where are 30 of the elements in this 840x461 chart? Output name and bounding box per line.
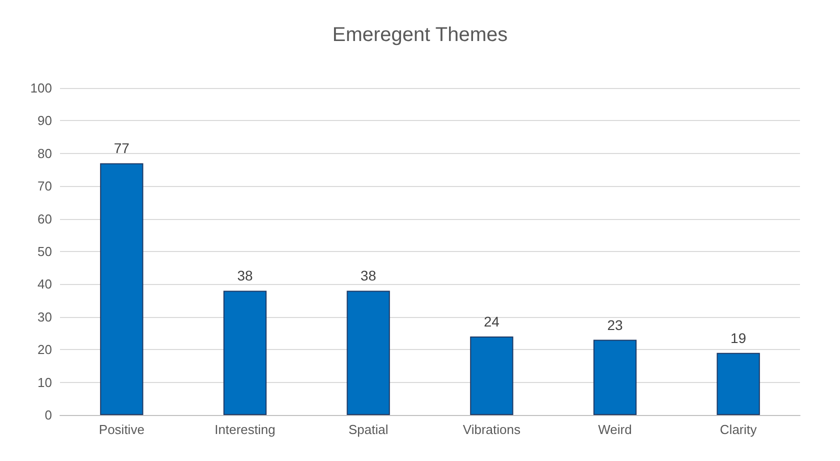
bar <box>470 336 514 415</box>
y-tick-label: 80 <box>38 146 52 161</box>
y-tick-label: 40 <box>38 276 52 292</box>
data-label: 23 <box>607 316 623 333</box>
y-tick-label: 10 <box>38 374 52 390</box>
bar <box>223 290 267 415</box>
y-tick-label: 60 <box>38 211 52 226</box>
bar <box>100 163 144 415</box>
data-label: 38 <box>237 268 253 284</box>
x-tick-label: Vibrations <box>462 422 521 437</box>
y-tick-label: 90 <box>38 113 52 128</box>
x-tick-label: Interesting <box>214 422 276 437</box>
y-tick-label: 50 <box>38 244 52 259</box>
data-label: 19 <box>730 330 746 346</box>
x-tick-label: Clarity <box>720 422 758 437</box>
y-tick-label: 100 <box>30 80 52 96</box>
bar <box>716 352 760 415</box>
bar <box>593 340 637 415</box>
bar <box>346 290 390 415</box>
y-tick-label: 30 <box>38 309 52 324</box>
data-label: 38 <box>360 268 376 284</box>
chart-title: Emeregent Themes <box>332 24 508 46</box>
y-tick-label: 0 <box>44 408 52 422</box>
x-tick-label: Spatial <box>348 422 388 437</box>
x-tick-label: Positive <box>98 422 144 437</box>
y-tick-label: 70 <box>38 178 52 194</box>
x-tick-label: Weird <box>598 422 632 437</box>
data-label: 77 <box>114 140 130 156</box>
data-label: 24 <box>484 314 500 330</box>
y-tick-label: 20 <box>38 342 52 358</box>
